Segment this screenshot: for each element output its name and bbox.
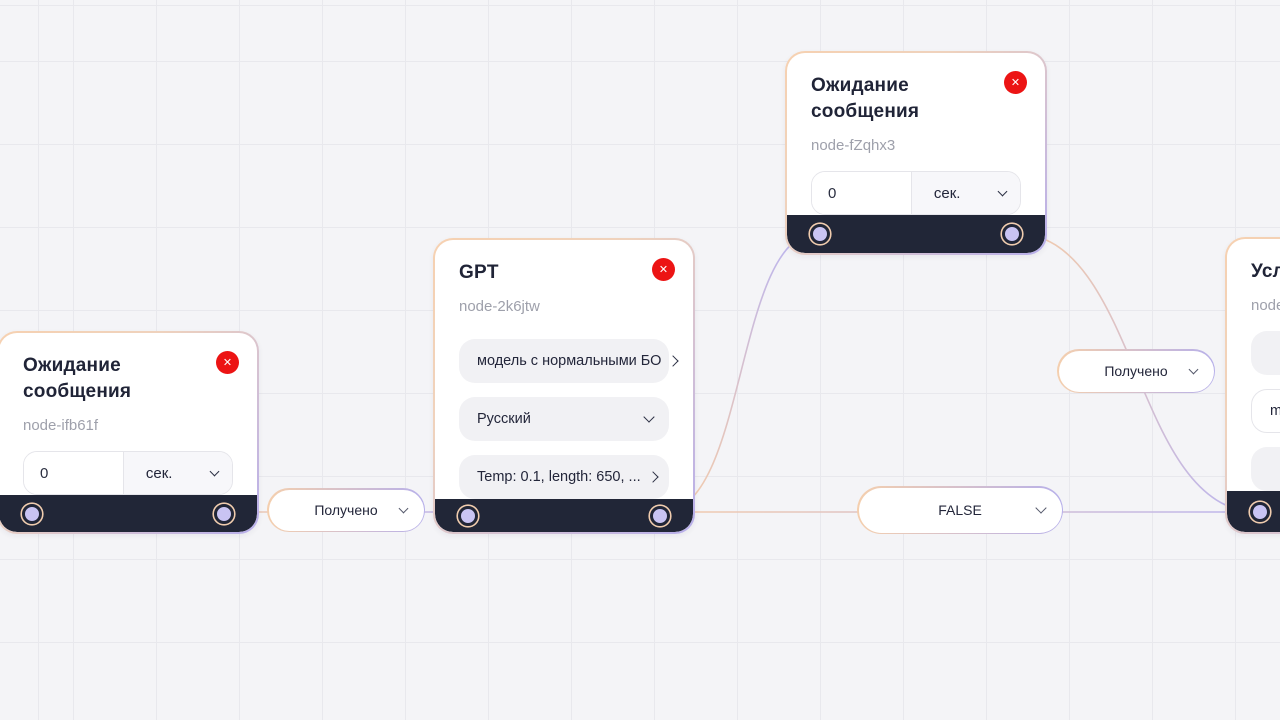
- chevron-down-icon: [1034, 502, 1047, 514]
- node-id-label: node-fZqhx3: [811, 137, 896, 154]
- chevron-down-icon: [398, 503, 408, 513]
- node-wait-message-left[interactable]: Ожидание сообщения ✕ node-ifb61f сек.: [0, 331, 259, 534]
- node-footer: [787, 215, 1045, 253]
- edge-label-text: Получено: [1104, 363, 1168, 379]
- close-icon[interactable]: ✕: [652, 258, 675, 281]
- close-icon[interactable]: ✕: [1004, 71, 1027, 94]
- delay-value-input[interactable]: [812, 172, 911, 214]
- node-footer: [435, 499, 693, 532]
- gpt-language-select[interactable]: Русский: [459, 397, 669, 441]
- port-input[interactable]: [810, 224, 830, 244]
- node-id-label: node-2k6jtw: [459, 298, 540, 315]
- edge-label-text: FALSE: [938, 502, 982, 518]
- gpt-model-field[interactable]: модель с нормальными БО: [459, 339, 680, 383]
- chevron-right-icon: [667, 355, 680, 367]
- port-output[interactable]: [650, 505, 670, 526]
- port-input[interactable]: [458, 505, 478, 526]
- gpt-params-label: Temp: 0.1, length: 650, ...: [477, 469, 641, 485]
- node-gpt[interactable]: GPT ✕ node-2k6jtw модель с нормальными Б…: [433, 238, 695, 534]
- gpt-model-label: модель с нормальными БО: [477, 353, 662, 369]
- chevron-down-icon: [997, 186, 1008, 196]
- node-footer: [0, 495, 257, 532]
- port-input[interactable]: [22, 503, 42, 524]
- node-title: Усл: [1251, 261, 1280, 282]
- delay-value-input[interactable]: [24, 452, 123, 494]
- node-title: Ожидание сообщения: [811, 75, 920, 122]
- edge-label-received-left[interactable]: Получено: [267, 488, 425, 532]
- delay-unit-select[interactable]: сек.: [910, 172, 1020, 214]
- node-id-label: node-ifb61f: [23, 417, 99, 434]
- edge-label-received-right[interactable]: Получено: [1057, 349, 1215, 393]
- condition-value-field[interactable]: [1251, 447, 1280, 491]
- port-input[interactable]: [1250, 501, 1270, 522]
- node-title: GPT: [459, 262, 499, 283]
- node-wait-message-top[interactable]: Ожидание сообщения ✕ node-fZqhx3 сек.: [785, 51, 1047, 255]
- delay-unit-label: сек.: [145, 464, 173, 482]
- delay-input-group: сек.: [23, 451, 233, 495]
- chevron-down-icon: [1188, 364, 1198, 374]
- delay-input-group: сек.: [811, 171, 1021, 215]
- gpt-language-label: Русский: [477, 411, 531, 427]
- edge-label-false[interactable]: FALSE: [857, 486, 1063, 534]
- chevron-down-icon: [643, 411, 655, 423]
- node-title: Ожидание сообщения: [23, 355, 132, 402]
- condition-variable-label: mes: [1270, 403, 1280, 419]
- gpt-params-field[interactable]: Temp: 0.1, length: 650, ...: [459, 455, 669, 499]
- node-condition[interactable]: Усл node Оп mes: [1225, 237, 1280, 534]
- chevron-down-icon: [209, 466, 220, 476]
- condition-operator-select[interactable]: Оп: [1251, 331, 1280, 375]
- close-icon[interactable]: ✕: [216, 351, 239, 374]
- condition-operator-placeholder: Оп: [1269, 345, 1280, 361]
- node-footer: [1227, 491, 1280, 532]
- edge-label-text: Получено: [314, 502, 378, 518]
- port-output[interactable]: [1002, 224, 1022, 244]
- delay-unit-label: сек.: [933, 184, 961, 202]
- chevron-right-icon: [646, 471, 659, 483]
- node-id-label: node: [1251, 297, 1280, 314]
- delay-unit-select[interactable]: сек.: [122, 452, 232, 494]
- condition-variable-field[interactable]: mes: [1251, 389, 1280, 433]
- port-output[interactable]: [214, 503, 234, 524]
